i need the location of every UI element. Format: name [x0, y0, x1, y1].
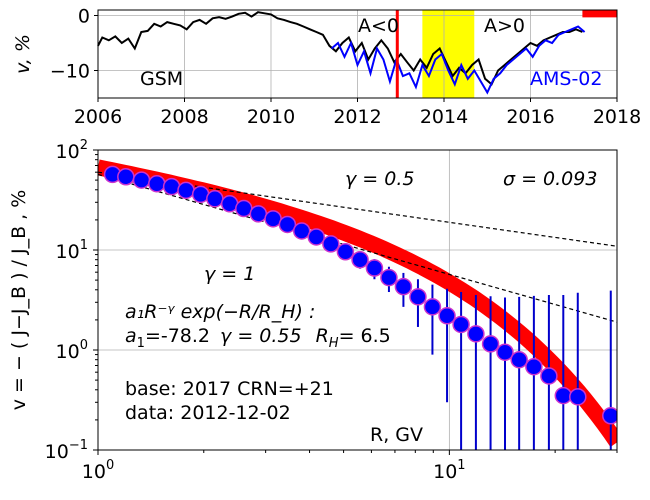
bottom-xtick-label: 100	[82, 458, 114, 483]
data-point	[351, 250, 369, 269]
data-point	[423, 298, 442, 316]
data-point	[132, 171, 151, 189]
data-point	[467, 325, 485, 343]
data-point	[206, 190, 224, 208]
data-point	[525, 357, 543, 376]
top-xtick-label: 2008	[160, 106, 208, 128]
top-series	[97, 11, 586, 95]
top-xtick-label: 2018	[593, 106, 641, 128]
param-a-sub: 1	[137, 336, 145, 351]
bottom-ytick-label: 102	[56, 138, 88, 163]
top-ytick-label: 0	[78, 6, 90, 28]
data-point	[307, 228, 326, 246]
data-point	[235, 199, 253, 218]
param-rh-val: = 6.5	[339, 325, 391, 347]
data-point	[292, 222, 311, 240]
top-xtick-label: 2014	[420, 106, 468, 128]
data-point	[249, 205, 268, 223]
top-xtick-label: 2006	[74, 106, 122, 128]
data-point	[496, 343, 514, 361]
data-point	[322, 235, 340, 253]
top-label-a-neg: A<0	[358, 15, 399, 37]
label-gamma-half: γ = 0.5	[345, 168, 414, 190]
data-point	[380, 268, 398, 287]
data-point	[117, 168, 135, 186]
bottom-xlabel: R, GV	[370, 424, 423, 446]
param-a: a	[125, 325, 137, 347]
data-point	[394, 277, 413, 296]
data-point	[336, 243, 355, 261]
label-sigma: σ = 0.093	[503, 168, 597, 190]
data-point	[409, 288, 427, 306]
data-point	[602, 407, 617, 425]
label-data-date: data: 2012-12-02	[125, 402, 291, 424]
top-xtick-label: 2012	[333, 106, 381, 128]
data-points	[103, 165, 617, 425]
bottom-axes-frame	[97, 149, 618, 451]
top-xtick-label: 2016	[506, 106, 554, 128]
top-ticks: 2006 2008 2010 2012 2014 2016 2018 0 −10	[50, 6, 641, 129]
top-ylabel: v, %	[12, 34, 34, 74]
reference-line-1	[98, 173, 617, 323]
param-rh: R	[316, 325, 329, 347]
data-point	[365, 259, 384, 277]
top-label-a-pos: A>0	[484, 15, 525, 37]
data-point	[177, 181, 195, 200]
bottom-ylabel: v = − ( J−J_B ) / J_B , %	[8, 190, 30, 411]
data-point	[162, 177, 181, 196]
label-params: a1=-78.2 γ = 0.55 RH= 6.5	[125, 325, 391, 351]
label-base: base: 2017 CRN=+21	[125, 378, 334, 400]
label-formula: a₁R⁻ᵞ exp(−R/R_H) :	[125, 301, 315, 323]
param-a-val: =-78.2	[145, 325, 210, 347]
top-reversal-band	[422, 10, 475, 98]
bottom-ytick-label: 10−1	[45, 438, 88, 463]
data-point	[481, 335, 500, 353]
top-label-ams: AMS-02	[530, 68, 602, 90]
data-point	[510, 350, 528, 369]
bottom-ytick-label: 100	[56, 338, 88, 363]
label-gamma-one: γ = 1	[204, 263, 255, 285]
param-rh-sub: H	[329, 336, 339, 351]
top-ytick-label: −10	[50, 61, 90, 83]
series-ams-02	[330, 25, 586, 95]
data-point	[540, 367, 558, 385]
data-point	[278, 215, 297, 234]
top-panel: 2006 2008 2010 2012 2014 2016 2018 0 −10 GSM AMS…	[12, 6, 641, 129]
data-point	[148, 174, 166, 193]
bottom-ytick-label: 101	[56, 238, 88, 263]
bottom-xtick-label: 101	[433, 458, 465, 483]
data-point	[569, 388, 587, 406]
param-gamma: γ = 0.55	[220, 325, 302, 347]
top-xtick-label: 2010	[247, 106, 295, 128]
data-point	[452, 315, 470, 334]
reference-lines	[98, 171, 617, 323]
data-point	[438, 307, 456, 325]
top-label-gsm: GSM	[140, 68, 183, 90]
data-point	[554, 386, 573, 405]
